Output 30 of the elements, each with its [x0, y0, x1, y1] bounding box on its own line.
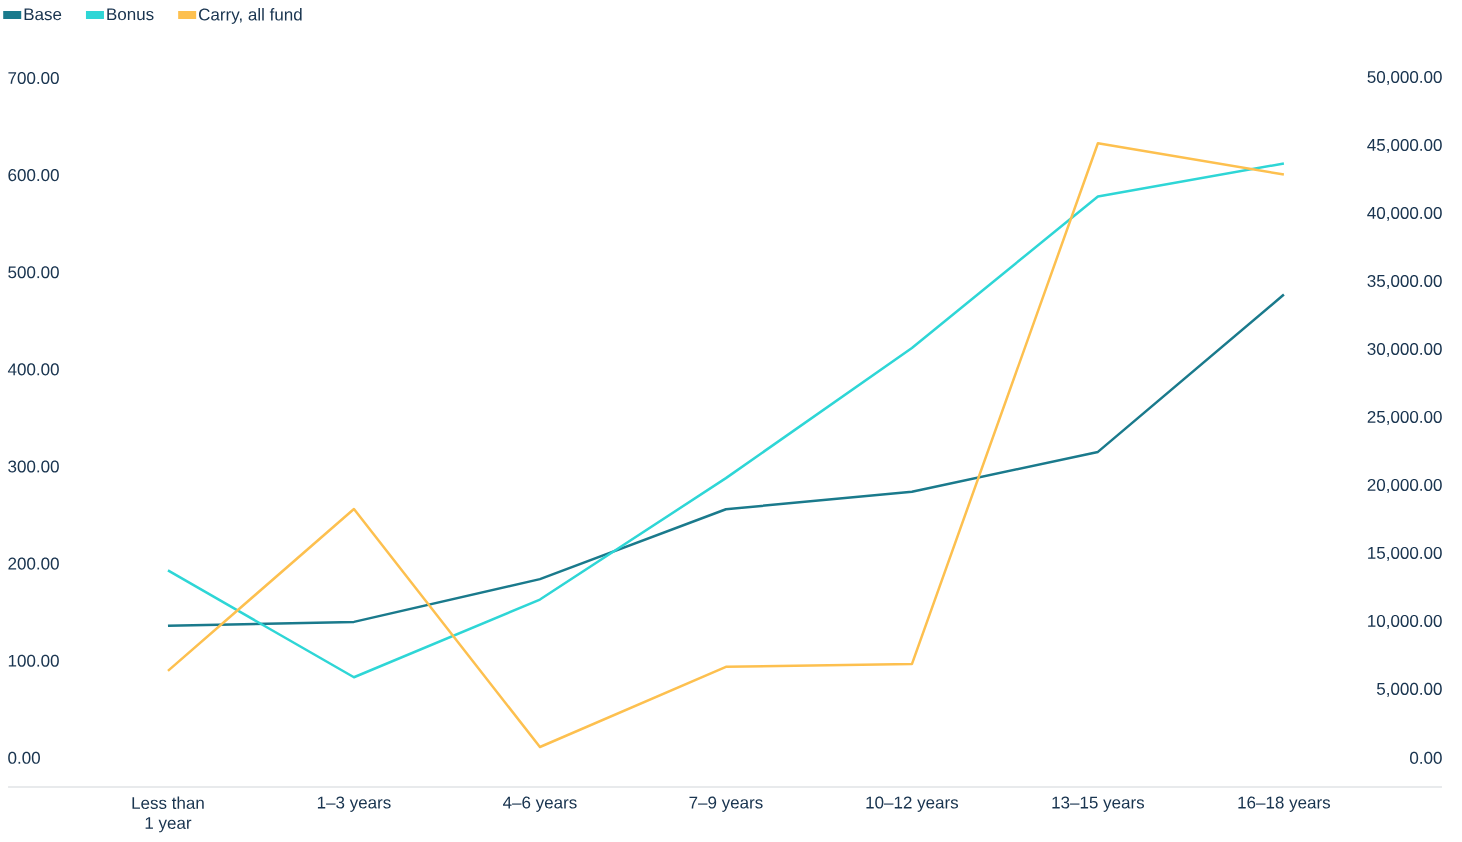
y-tick-label: 400.00	[7, 363, 59, 376]
y2-tick-label: 35,000.00	[1367, 274, 1442, 289]
y2-tick-label: 25,000.00	[1367, 410, 1442, 425]
legend-label: Carry, all fund	[199, 8, 302, 24]
y2-tick-label: 45,000.00	[1367, 138, 1442, 153]
y-tick-label: 100.00	[8, 654, 59, 667]
y-tick-label: 500.00	[8, 266, 59, 279]
y-tick-label: 0.00	[8, 751, 40, 764]
legend-label: Bonus	[107, 8, 154, 21]
legend-label: Base	[24, 8, 62, 21]
y2-tick-label: 20,000.00	[1367, 478, 1442, 493]
y-tick-label: 300.00	[8, 460, 59, 473]
x-tick-label: 1–3 years	[317, 796, 391, 812]
y-tick-label: 600.00	[8, 169, 59, 182]
y2-tick-label: 5,000.00	[1376, 682, 1442, 697]
y2-tick-label: 30,000.00	[1367, 342, 1442, 357]
y-tick-label: 200.00	[8, 557, 59, 570]
x-tick-label: 4–6 years	[503, 796, 577, 812]
x-tick-label: 13–15 years	[1052, 796, 1145, 812]
x-tick-label: Less than 1 year	[132, 796, 204, 833]
y2-tick-label: 15,000.00	[1368, 546, 1442, 561]
line-series	[166, 293, 1286, 628]
y2-tick-label: 10,000.00	[1368, 614, 1442, 629]
y2-tick-label: 50,000.00	[1367, 70, 1442, 86]
x-tick-label: 10–12 years	[866, 796, 959, 812]
y2-tick-label: 0.00	[1410, 751, 1442, 764]
y-tick-label: 700.00	[8, 71, 59, 85]
x-tick-label: 16–18 years	[1238, 796, 1331, 812]
x-tick-label: 7–9 years	[689, 796, 763, 812]
y2-tick-label: 40,000.00	[1367, 206, 1442, 221]
